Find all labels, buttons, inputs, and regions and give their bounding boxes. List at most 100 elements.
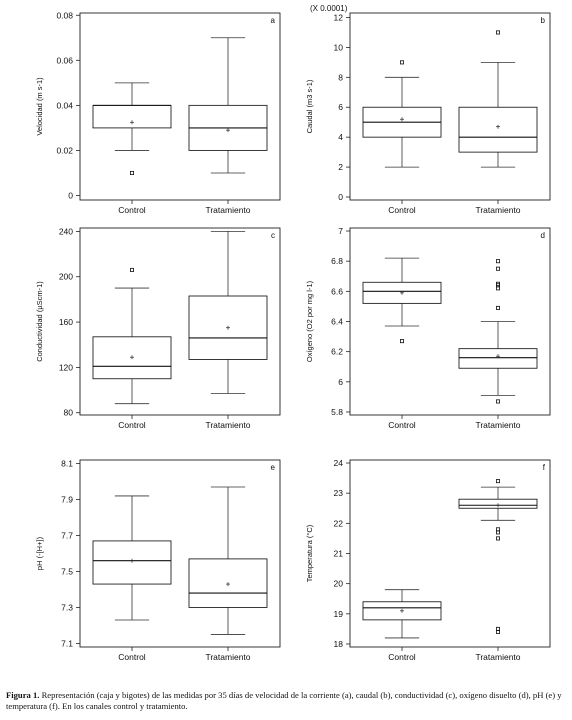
outlier-point (399, 60, 404, 65)
category-label: Control (388, 420, 416, 430)
panel-letter: e (271, 463, 276, 472)
y-axis-label: Temperatura (°C) (305, 524, 314, 582)
box (92, 336, 172, 380)
y-tick-label: 21 (334, 549, 344, 559)
y-tick-label: 0.02 (56, 145, 73, 155)
outlier-point (495, 30, 500, 35)
panel-d: 5.8 6 6.2 6.4 6.6 6.8 7 Oxígeno (O2 por mg l-1)… (305, 226, 551, 430)
y-tick-label: 6.2 (331, 347, 343, 357)
panel-b: 0 2 4 6 8 10 12 Caudal (m3 s-1) b (X 0.0001) Contr… (305, 4, 551, 215)
y-tick-label: 22 (334, 518, 344, 528)
category-label: Control (118, 205, 146, 215)
panel-c: 80 120 160 200 240 Conductividad (µScm-1) c Con… (35, 226, 281, 430)
y-tick-label: 0.04 (56, 100, 73, 110)
box (362, 281, 442, 304)
y-tick-label: 6.4 (331, 317, 343, 327)
y-axis-label: Conductividad (µScm-1) (35, 281, 44, 362)
outlier-point (495, 266, 500, 271)
outlier-point (495, 626, 500, 631)
box (458, 106, 538, 153)
box (458, 348, 538, 369)
y-tick-label: 24 (334, 458, 344, 468)
y-tick-label: 7.1 (61, 638, 73, 648)
y-tick-label: 8 (338, 72, 343, 82)
outlier-point (495, 399, 500, 404)
figure-label: Figura 1. (6, 690, 40, 700)
category-label: Tratamiento (475, 652, 520, 662)
y-tick-label: 120 (59, 362, 73, 372)
y-tick-label: 7.7 (61, 531, 73, 541)
category-label: Control (388, 652, 416, 662)
y-tick-label: 19 (334, 609, 344, 619)
y-tick-label: 18 (334, 639, 344, 649)
plot-frame (79, 459, 281, 648)
y-tick-label: 0.08 (56, 10, 73, 20)
y-tick-label: 7.5 (61, 566, 73, 576)
y-tick-label: 10 (334, 42, 344, 52)
plot-frame (349, 12, 551, 201)
box (362, 601, 442, 621)
y-tick-label: 20 (334, 579, 344, 589)
y-tick-label: 6.8 (331, 256, 343, 266)
y-tick-label: 0 (338, 192, 343, 202)
y-tick-label: 12 (334, 12, 344, 22)
y-tick-label: 80 (64, 408, 74, 418)
y-tick-label: 7.3 (61, 602, 73, 612)
panel-letter: f (543, 463, 546, 472)
box (458, 498, 538, 509)
y-tick-label: 7.9 (61, 495, 73, 505)
outlier-point (495, 281, 500, 286)
y-tick-label: 0 (68, 190, 73, 200)
figure-caption: Figura 1. Representación (caja y bigotes… (6, 690, 568, 712)
category-label: Control (118, 420, 146, 430)
box (92, 540, 172, 585)
y-tick-label: 200 (59, 272, 73, 282)
y-tick-label: 6.6 (331, 286, 343, 296)
box (92, 104, 172, 129)
category-label: Control (388, 205, 416, 215)
outlier-point (495, 479, 500, 484)
y-tick-label: 5.8 (331, 407, 343, 417)
category-label: Tratamiento (205, 652, 250, 662)
outlier-point (495, 305, 500, 310)
category-label: Tratamiento (205, 205, 250, 215)
outlier-point (495, 536, 500, 541)
category-label: Tratamiento (475, 420, 520, 430)
y-tick-label: 23 (334, 488, 344, 498)
y-axis-label: Oxígeno (O2 por mg l-1) (305, 280, 314, 362)
category-label: Tratamiento (205, 420, 250, 430)
y-tick-label: 160 (59, 317, 73, 327)
y-axis-label: pH (-[H+]) (35, 536, 44, 570)
panel-letter: c (271, 231, 275, 240)
y-axis-label: Velocidad (m s-1) (35, 77, 44, 136)
plot-frame (349, 227, 551, 416)
panel-a: 0 0.02 0.04 0.06 0.08 Velocidad (m s-1) a Contr… (35, 10, 281, 215)
y-tick-label: 240 (59, 226, 73, 236)
outlier-point (495, 259, 500, 264)
panel-f: 18 19 20 21 22 23 24 Temperatura (°C) f Control Tr… (305, 458, 551, 662)
panel-letter: d (541, 231, 545, 240)
axis-multiplier: (X 0.0001) (310, 4, 348, 13)
y-tick-label: 6 (338, 102, 343, 112)
y-tick-label: 2 (338, 162, 343, 172)
box (188, 295, 268, 360)
panel-e: 7.1 7.3 7.5 7.7 7.9 8.1 pH (-[H+]) e Control Trat… (35, 459, 281, 662)
figure-caption-text: Representación (caja y bigotes) de las m… (6, 690, 562, 711)
outlier-point (129, 170, 134, 175)
y-tick-label: 7 (338, 226, 343, 236)
panel-letter: b (541, 16, 546, 25)
y-axis-label: Caudal (m3 s-1) (305, 79, 314, 133)
plot-frame (79, 12, 281, 201)
plot-frame (349, 459, 551, 648)
outlier-point (399, 339, 404, 344)
y-tick-label: 6 (338, 377, 343, 387)
y-tick-label: 4 (338, 132, 343, 142)
category-label: Tratamiento (475, 205, 520, 215)
box (188, 558, 268, 608)
outlier-point (129, 267, 134, 272)
y-tick-label: 8.1 (61, 459, 73, 469)
panel-letter: a (271, 16, 276, 25)
plot-frame (79, 227, 281, 416)
category-label: Control (118, 652, 146, 662)
